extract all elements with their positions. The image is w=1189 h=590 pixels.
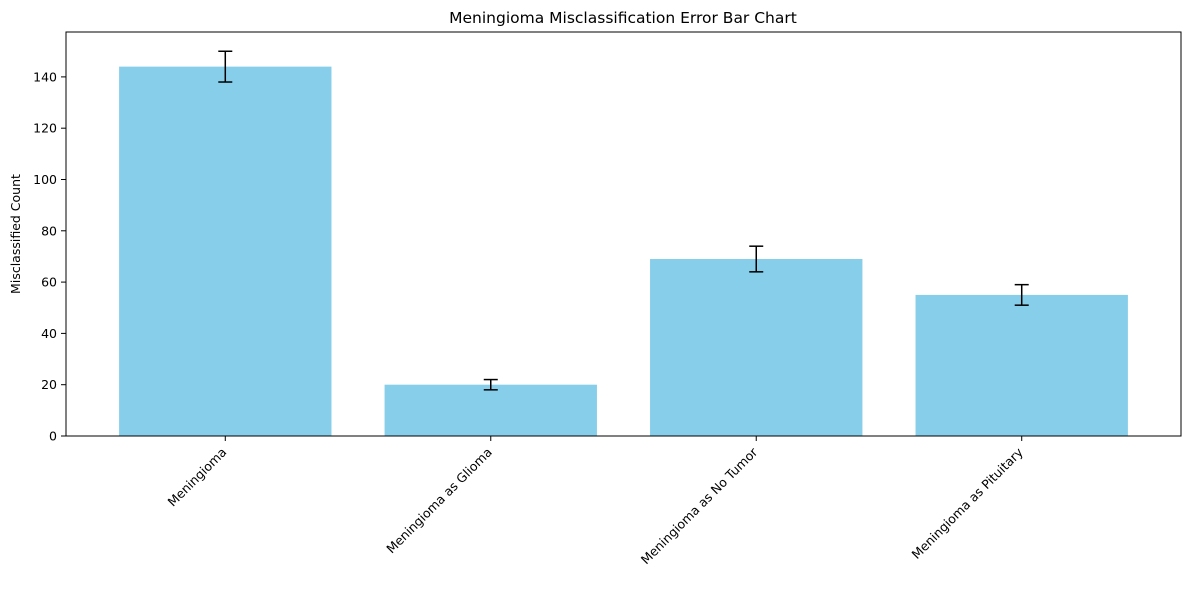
x-tick-label: Meningioma as Pituitary: [909, 444, 1027, 562]
y-tick-label: 140: [33, 69, 57, 84]
bar: [119, 66, 332, 436]
y-tick-label: 120: [33, 121, 57, 136]
y-tick-label: 80: [41, 223, 57, 238]
bar: [915, 294, 1128, 436]
x-tick-label: Meningioma as No Tumor: [638, 444, 761, 567]
x-tick-label: Meningioma: [165, 445, 230, 510]
y-tick-label: 20: [41, 377, 57, 392]
y-tick-label: 100: [33, 172, 57, 187]
bar: [650, 259, 863, 436]
plot-area: 0 20 40 60 80 100 120 140 Meningioma Meningioma a…: [33, 31, 1182, 567]
x-tick-label: Meningioma as Glioma: [383, 445, 495, 557]
error-bar: [1014, 283, 1029, 306]
error-bar: [483, 378, 498, 391]
y-tick-label: 60: [41, 275, 57, 290]
error-bar: [749, 245, 764, 273]
chart-title: Meningioma Misclassification Error Bar C…: [449, 9, 797, 27]
bar: [384, 384, 597, 436]
axes-frame: [65, 31, 1182, 437]
error-bar: [218, 50, 233, 83]
y-axis-label: Misclassified Count: [8, 174, 23, 294]
y-tick-label: 0: [49, 429, 57, 444]
y-tick-label: 40: [41, 326, 57, 341]
